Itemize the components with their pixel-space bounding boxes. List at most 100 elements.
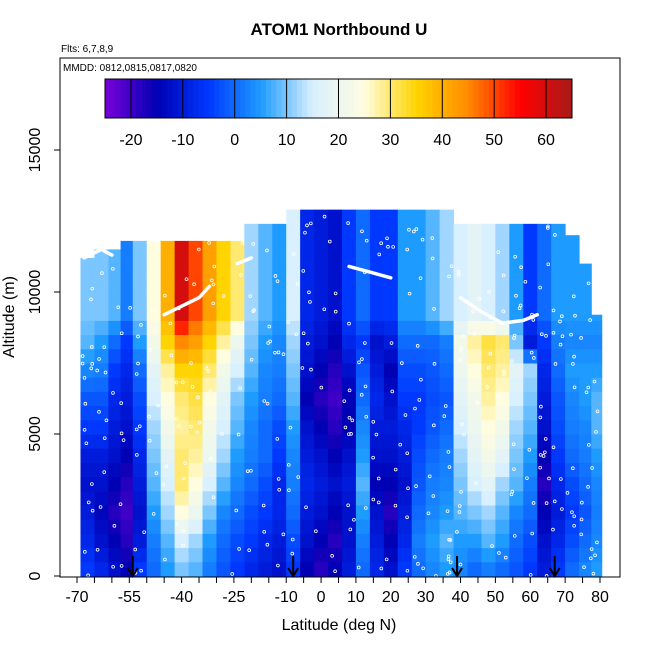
obs-point <box>496 393 501 398</box>
colorbar-cell <box>328 79 334 118</box>
heat-cell <box>146 377 162 392</box>
heat-cell <box>481 519 496 534</box>
obs-point <box>296 475 301 479</box>
colorbar-cell <box>354 79 360 118</box>
obs-point <box>151 512 156 516</box>
colorbar-cell <box>130 79 137 118</box>
heat-cell <box>174 476 190 492</box>
obs-point <box>363 384 368 389</box>
heat-cell <box>425 377 441 392</box>
heat-cell <box>551 547 566 563</box>
heat-cell <box>383 292 399 307</box>
obs-point <box>230 572 235 576</box>
x-tick-label: 30 <box>417 589 435 606</box>
obs-point <box>291 252 296 256</box>
heat-cell <box>174 505 190 520</box>
heat-cell <box>495 263 510 279</box>
heat-cell <box>94 462 109 478</box>
heat-cell <box>425 348 441 364</box>
heat-cell <box>202 561 217 577</box>
heat-cell <box>314 377 329 392</box>
obs-point <box>234 508 239 513</box>
heat-cell <box>453 334 469 350</box>
obs-point <box>347 415 352 420</box>
obs-point <box>572 523 576 528</box>
heat-cell <box>314 209 329 222</box>
heat-cell <box>94 547 109 563</box>
heat-cell <box>411 320 427 336</box>
heat-cell <box>397 519 413 534</box>
heat-cell <box>551 249 566 265</box>
heat-cell <box>397 221 413 236</box>
heat-cell <box>94 533 109 549</box>
heat-cell <box>188 490 204 506</box>
obs-point <box>360 229 364 234</box>
heat-cell <box>565 235 580 250</box>
obs-point <box>111 391 115 395</box>
obs-point <box>80 361 85 366</box>
heat-cell <box>272 419 287 435</box>
heat-cell <box>579 448 592 463</box>
heat-cell <box>216 490 231 506</box>
obs-point <box>377 252 382 257</box>
heat-cell <box>108 490 122 506</box>
obs-point <box>572 385 577 390</box>
heat-cell <box>314 249 329 265</box>
heat-cell <box>467 547 482 563</box>
heat-cell <box>341 476 357 492</box>
heat-cell <box>258 277 273 293</box>
obs-point <box>430 256 435 261</box>
heat-cell <box>411 249 427 265</box>
obs-point <box>530 312 534 317</box>
heat-cell <box>160 334 176 350</box>
heat-cell <box>108 476 122 492</box>
obs-point <box>190 385 195 389</box>
colorbar-cell <box>182 79 189 118</box>
obs-point <box>247 548 251 553</box>
heat-cell <box>300 419 315 435</box>
heat-cell <box>94 448 109 463</box>
obs-point <box>448 538 453 542</box>
x-tick-label: 20 <box>382 589 400 606</box>
heat-cell <box>258 363 273 378</box>
heat-cell <box>411 292 427 307</box>
heat-cell <box>328 505 343 520</box>
heat-cell <box>509 391 524 407</box>
heat-cell <box>369 434 385 449</box>
heat-cell <box>314 348 329 364</box>
heat-cell <box>120 505 134 520</box>
heat-cell <box>411 348 427 364</box>
heat-cell <box>132 476 148 492</box>
obs-point <box>119 564 124 568</box>
heat-cell <box>439 561 455 577</box>
heat-cell <box>537 462 552 478</box>
obs-point <box>90 362 94 366</box>
heat-cell <box>537 419 552 435</box>
obs-point <box>238 386 242 390</box>
heat-cell <box>425 363 441 378</box>
heat-cell <box>341 519 357 534</box>
heat-cell <box>216 547 231 563</box>
colorbar-cell <box>291 79 298 118</box>
heat-cell <box>537 223 552 236</box>
colorbar-cell <box>499 79 505 118</box>
heat-cell <box>439 235 455 250</box>
heat-cell <box>495 462 510 478</box>
heat-cell <box>481 235 496 250</box>
heat-cell <box>551 434 566 449</box>
obs-point <box>546 226 550 230</box>
obs-point <box>168 321 173 326</box>
heat-cell <box>300 561 315 577</box>
obs-point <box>457 504 462 508</box>
heat-cell <box>369 476 385 492</box>
heat-cell <box>108 434 122 449</box>
obs-point <box>135 453 139 457</box>
obs-point <box>301 269 306 273</box>
obs-point <box>579 532 584 537</box>
obs-point <box>89 345 94 349</box>
heat-cell <box>551 363 566 378</box>
obs-point <box>163 293 167 298</box>
heat-cell <box>300 448 315 463</box>
colorbar-cell <box>250 79 256 118</box>
heat-cell <box>537 519 552 534</box>
